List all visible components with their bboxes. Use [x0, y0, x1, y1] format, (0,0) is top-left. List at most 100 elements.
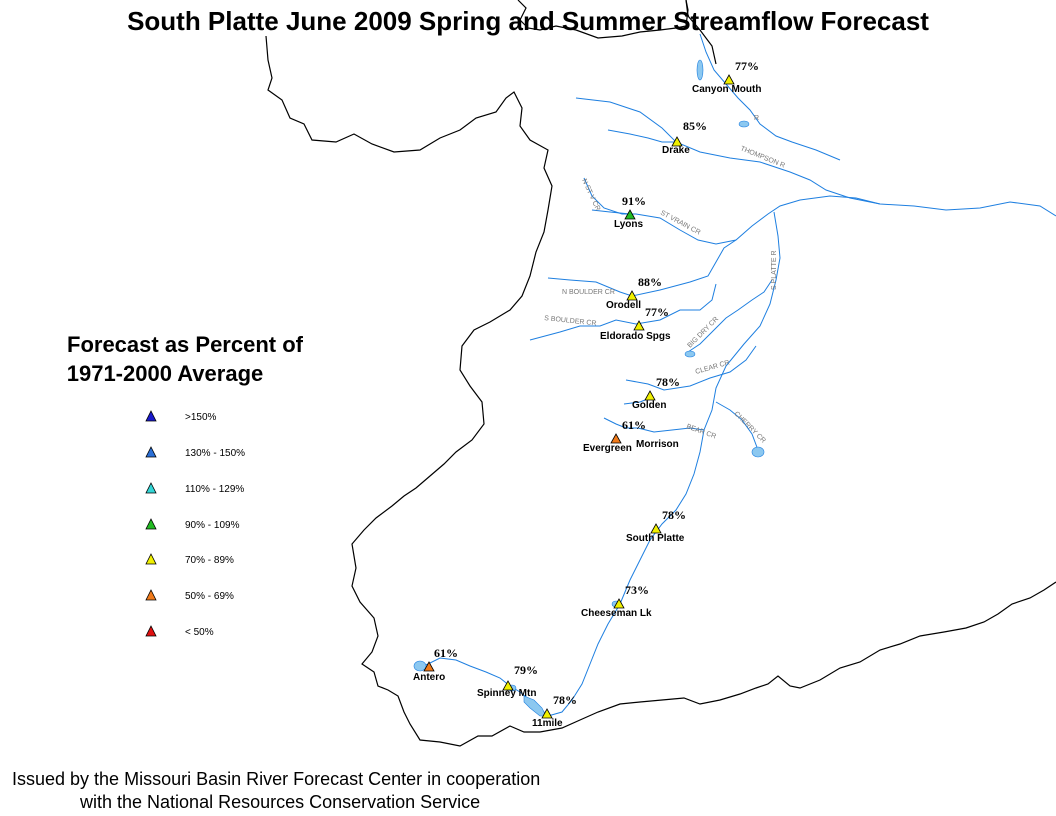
triangle-icon	[145, 553, 157, 565]
label-n-boulder-creek: N BOULDER CR	[562, 289, 615, 296]
station-marker	[624, 209, 636, 220]
legend-class-label: < 50%	[185, 627, 214, 638]
cherry-creek	[715, 401, 759, 451]
station-name: 11mile	[532, 718, 563, 729]
north-fork-thompson	[607, 129, 676, 143]
station-orodell: Orodell 88%	[606, 275, 662, 311]
legend-title-line1: Forecast as Percent of	[67, 332, 303, 357]
station-percent: 78%	[656, 375, 680, 389]
station-marker	[650, 523, 662, 534]
legend-class-label: >150%	[185, 412, 217, 423]
station-percent: 88%	[638, 275, 662, 289]
station-name: Golden	[632, 400, 666, 411]
station-marker	[644, 390, 656, 401]
station-name: Canyon Mouth	[692, 84, 761, 95]
station-name: Cheeseman Lk	[581, 608, 652, 619]
n-boulder-creek	[547, 239, 737, 297]
station-percent: 91%	[622, 194, 646, 208]
river-network	[417, 33, 1056, 717]
label-s-platte-river: S PLATTE R	[771, 250, 778, 290]
station-marker	[671, 136, 683, 147]
label-cherry-creek: CHERRY CR	[733, 410, 767, 444]
legend-title-line2: 1971-2000 Average	[66, 361, 264, 386]
station-name: Lyons	[614, 219, 644, 230]
label-thompson-river: THOMPSON R	[739, 145, 786, 169]
station-name: Orodell	[606, 300, 641, 311]
station-marker	[541, 708, 553, 719]
station-name: South Platte	[626, 533, 685, 544]
station-percent: 85%	[683, 119, 707, 133]
standley-lake	[684, 350, 696, 358]
station-name: Spinney Mtn	[477, 688, 536, 699]
station-percent: 79%	[514, 663, 538, 677]
label-s-boulder-creek: S BOULDER CR	[544, 315, 597, 327]
legend-class-label: 50% - 69%	[185, 591, 234, 602]
station-drake: Drake 85%	[662, 119, 707, 156]
triangle-icon	[145, 518, 157, 530]
cherry-creek-reservoir	[751, 446, 765, 458]
station-marker	[423, 661, 435, 672]
station-name: Antero	[413, 672, 445, 683]
triangle-icon	[145, 589, 157, 601]
clear-creek	[625, 345, 757, 391]
horsetooth-reservoir	[696, 59, 704, 81]
label-bear-creek: BEAR CR	[685, 423, 717, 440]
triangle-icon	[145, 482, 157, 494]
basin-boundary-north	[517, 0, 689, 39]
n-st-vrain	[591, 209, 631, 215]
station-11mile: 11mile 78%	[532, 693, 577, 729]
station-marker	[502, 680, 514, 691]
station-morrison: Morrison	[636, 439, 679, 450]
station-percent: 78%	[662, 508, 686, 522]
station-name: Eldorado Spgs	[600, 331, 671, 342]
label-big-dry-creek: BIG DRY CR	[686, 316, 720, 350]
station-spinney-mtn: Spinney Mtn 79%	[477, 663, 538, 699]
map-title: South Platte June 2009 Spring and Summer…	[127, 6, 929, 36]
station-percent: 77%	[645, 305, 669, 319]
bear-creek	[603, 417, 705, 433]
station-percent: 73%	[625, 583, 649, 597]
station-percent: 61%	[434, 646, 458, 660]
station-name: Evergreen	[583, 443, 632, 454]
station-south-platte: South Platte 78%	[626, 508, 686, 544]
station-canyon-mouth: Canyon Mouth 77%	[692, 59, 761, 95]
triangle-icon	[145, 446, 157, 458]
basin-boundary	[265, 35, 1056, 747]
label-r: R	[754, 115, 759, 122]
big-thompson-river	[575, 97, 1056, 217]
station-marker	[723, 74, 735, 85]
station-name: Morrison	[636, 439, 679, 450]
big-dry-creek	[687, 279, 773, 353]
station-name: Drake	[662, 145, 690, 156]
eleven-mile-reservoir	[523, 695, 547, 717]
station-marker	[626, 290, 638, 301]
station-lyons: Lyons 91%	[614, 194, 646, 230]
footer-line2: with the National Resources Conservation…	[80, 792, 481, 812]
footer: Issued by the Missouri Basin River Forec…	[12, 768, 540, 814]
south-platte-main	[547, 211, 781, 717]
station-eldorado-spgs: Eldorado Spgs 77%	[600, 305, 671, 342]
lake-east	[738, 120, 750, 128]
station-percent: 61%	[622, 418, 646, 432]
legend-class-label: 90% - 109%	[185, 520, 240, 531]
legend-title: Forecast as Percent of 1971-2000 Average	[20, 330, 350, 388]
forecast-stations: Canyon Mouth 77% Drake 85% Lyons 91% Orodell 88…	[413, 59, 761, 729]
label-st-vrain-creek: ST VRAIN CR	[659, 210, 701, 237]
st-vrain-creek	[583, 177, 881, 245]
station-cheeseman-lk: Cheeseman Lk 73%	[581, 583, 652, 619]
station-marker	[633, 320, 645, 331]
triangle-icon	[145, 410, 157, 422]
station-percent: 78%	[553, 693, 577, 707]
boundary-east-top	[685, 0, 717, 65]
station-antero: Antero 61%	[413, 646, 458, 683]
s-boulder-creek	[529, 283, 717, 341]
station-percent: 77%	[735, 59, 759, 73]
antero-reservoir	[413, 660, 427, 672]
legend-class-label: 70% - 89%	[185, 555, 234, 566]
label-n-st-vrain: N ST V CR	[580, 178, 601, 212]
station-marker	[613, 598, 625, 609]
triangle-icon	[145, 625, 157, 637]
cache-la-poudre	[699, 33, 841, 161]
station-marker	[610, 433, 622, 444]
